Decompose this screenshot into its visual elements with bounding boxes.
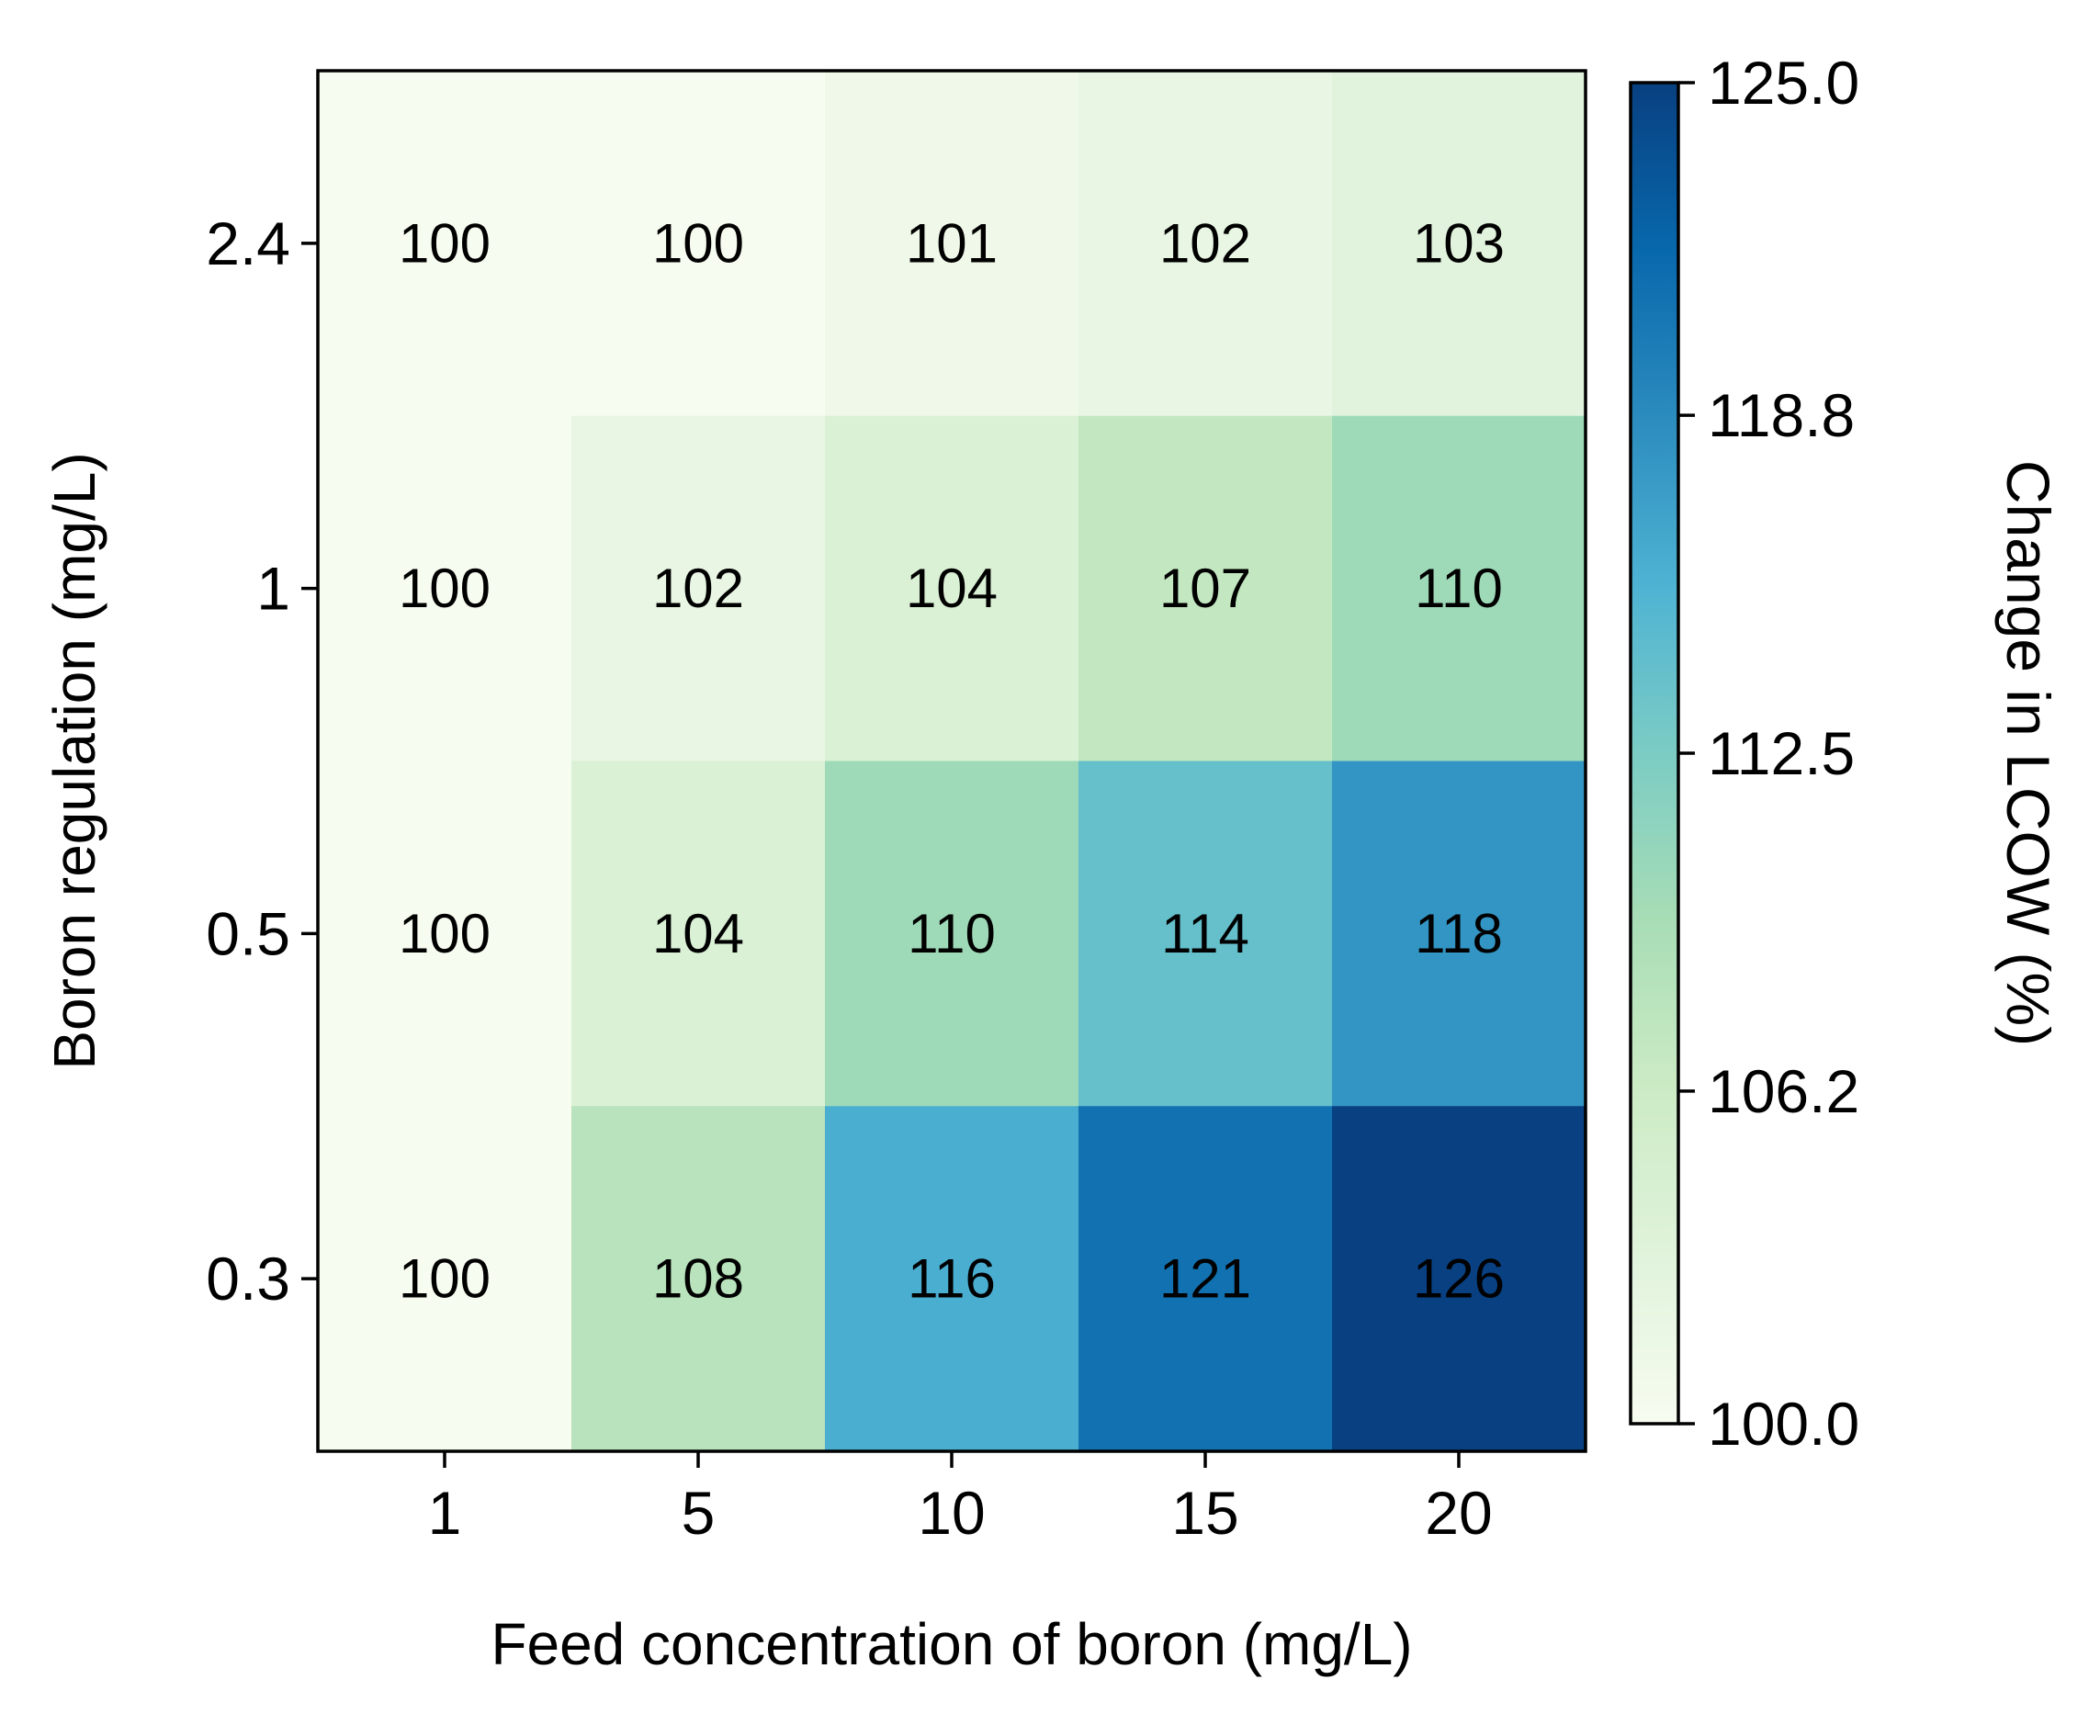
colorbar <box>1629 81 1680 1426</box>
y-axis-ticks: 2.4 1 0.5 0.3 <box>206 209 318 1313</box>
heatmap-cell <box>825 1106 1079 1452</box>
cell-value-label: 100 <box>399 212 491 274</box>
y-tick-label: 1 <box>256 555 290 623</box>
heatmap-cell <box>1332 1106 1586 1452</box>
cell-value-label: 100 <box>652 212 744 274</box>
cell-value-label: 102 <box>1159 212 1251 274</box>
x-axis-ticks: 1 5 10 15 20 <box>428 1451 1493 1547</box>
x-axis-title: Feed concentration of boron (mg/L) <box>491 1611 1412 1677</box>
colorbar-tick-label: 118.8 <box>1708 381 1855 449</box>
cell-value-label: 104 <box>652 903 744 964</box>
cell-value-label: 110 <box>908 903 996 964</box>
colorbar-tick-label: 100.0 <box>1708 1390 1859 1458</box>
colorbar-tick-label: 125.0 <box>1708 49 1859 117</box>
heatmap-cell <box>318 415 572 762</box>
heatmap-cell <box>318 761 572 1108</box>
cell-value-label: 114 <box>1161 903 1249 964</box>
cell-value-label: 103 <box>1413 212 1505 274</box>
heatmap-cell <box>571 415 826 762</box>
heatmap-cell <box>1332 761 1586 1108</box>
cell-value-label: 107 <box>1159 558 1251 619</box>
cell-value-label: 126 <box>1413 1248 1505 1310</box>
y-axis-title: Boron regulation (mg/L) <box>41 452 107 1069</box>
y-tick-label: 0.5 <box>206 899 290 967</box>
colorbar-ticks: 100.0 106.2 112.5 118.8 125.0 <box>1678 49 1859 1458</box>
heatmap-cell <box>1078 761 1333 1108</box>
cell-value-label: 100 <box>399 558 491 619</box>
heatmap-cell <box>1078 415 1333 762</box>
heatmap-cell <box>1332 415 1586 762</box>
x-tick-label: 1 <box>428 1479 462 1547</box>
heatmap-cell <box>571 71 826 417</box>
colorbar-tick-label: 112.5 <box>1708 719 1855 787</box>
colorbar-tick-label: 106.2 <box>1708 1057 1859 1125</box>
heatmap-cells <box>318 71 1586 1452</box>
heatmap-cell <box>571 761 826 1108</box>
cell-value-label: 118 <box>1415 903 1503 964</box>
cell-value-label: 121 <box>1159 1248 1251 1310</box>
heatmap-cell <box>318 71 572 417</box>
heatmap-cell <box>1078 1106 1333 1452</box>
cell-value-label: 100 <box>399 1248 491 1310</box>
cell-value-label: 108 <box>652 1248 744 1310</box>
heatmap-cell <box>825 415 1079 762</box>
cell-labels: 100 100 101 102 103 100 102 104 107 110 100 104 110 1… <box>399 212 1505 1309</box>
x-tick-label: 15 <box>1171 1479 1238 1547</box>
cell-value-label: 110 <box>1415 558 1503 619</box>
cell-value-label: 116 <box>908 1248 996 1310</box>
heatmap-cell <box>571 1106 826 1452</box>
y-tick-label: 0.3 <box>206 1245 290 1313</box>
heatmap-cell <box>318 1106 572 1452</box>
cell-value-label: 102 <box>652 558 744 619</box>
cell-value-label: 100 <box>399 903 491 964</box>
heatmap-cell <box>1078 71 1333 417</box>
x-tick-label: 10 <box>918 1479 985 1547</box>
heatmap-cell <box>825 761 1079 1108</box>
x-tick-label: 20 <box>1425 1479 1492 1547</box>
y-tick-label: 2.4 <box>206 209 290 277</box>
x-tick-label: 5 <box>682 1479 716 1547</box>
cell-value-label: 104 <box>906 558 998 619</box>
colorbar-title: Change in LCOW (%) <box>1994 460 2062 1046</box>
heatmap-cell <box>825 71 1079 417</box>
heatmap-cell <box>1332 71 1586 417</box>
cell-value-label: 101 <box>906 212 998 274</box>
